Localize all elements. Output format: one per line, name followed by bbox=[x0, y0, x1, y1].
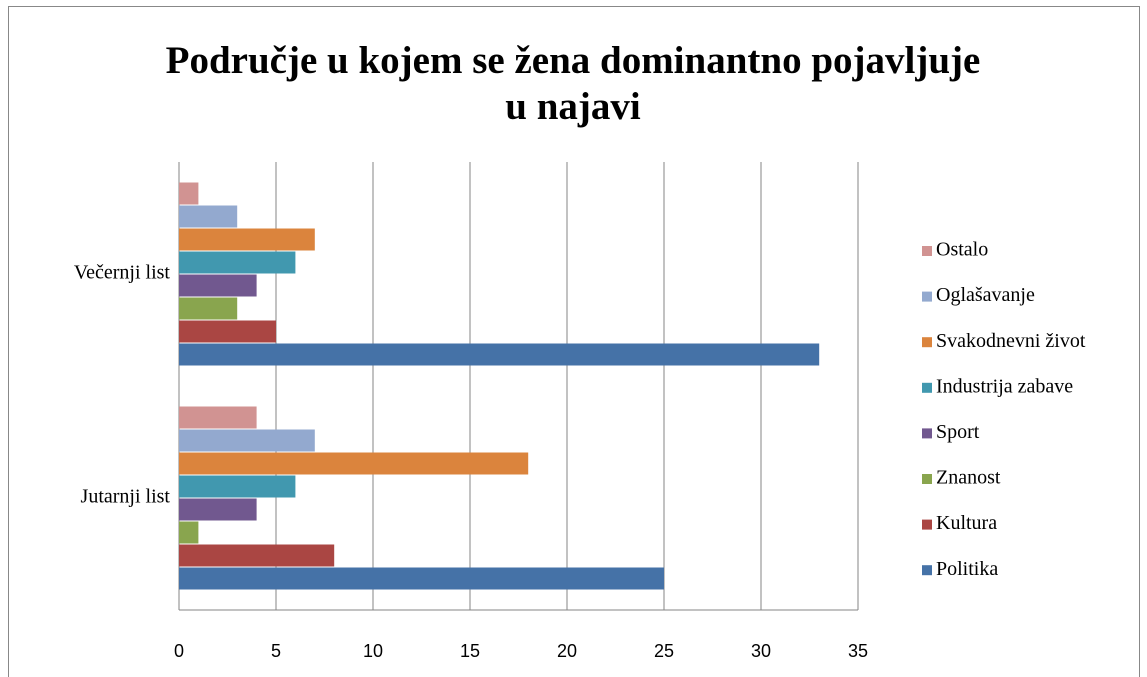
bar bbox=[179, 544, 335, 567]
legend-label: Industrija zabave bbox=[936, 375, 1073, 397]
legend-swatch bbox=[922, 474, 932, 484]
bar bbox=[179, 182, 199, 205]
bar bbox=[179, 498, 257, 521]
bar bbox=[179, 228, 315, 251]
bar bbox=[179, 429, 315, 452]
bar bbox=[179, 297, 238, 320]
legend-label: Politika bbox=[936, 558, 998, 580]
y-tick-label: Jutarnji list bbox=[81, 486, 171, 508]
x-tick-label: 15 bbox=[460, 641, 480, 661]
bar bbox=[179, 320, 276, 343]
legend-label: Kultura bbox=[936, 512, 997, 534]
x-tick-label: 30 bbox=[751, 641, 771, 661]
legend-label: Oglašavanje bbox=[936, 284, 1035, 306]
bar bbox=[179, 251, 296, 274]
bar bbox=[179, 567, 664, 590]
legend-swatch bbox=[922, 428, 932, 439]
x-tick-label: 0 bbox=[174, 641, 184, 661]
bar bbox=[179, 343, 820, 366]
legend-label: Sport bbox=[936, 421, 980, 443]
x-tick-label: 5 bbox=[271, 641, 281, 661]
x-tick-label: 25 bbox=[654, 641, 674, 661]
bar bbox=[179, 475, 296, 498]
bar bbox=[179, 452, 529, 475]
chart-title: Područje u kojem se žena dominantno poja… bbox=[166, 39, 981, 82]
legend-swatch bbox=[922, 519, 932, 530]
bar bbox=[179, 521, 199, 544]
legend-swatch bbox=[922, 565, 932, 576]
x-tick-label: 20 bbox=[557, 641, 577, 661]
legend-label: Znanost bbox=[936, 467, 1001, 489]
legend-swatch bbox=[922, 291, 932, 302]
legend-label: Ostalo bbox=[936, 239, 988, 261]
y-tick-label: Večernji list bbox=[74, 262, 171, 284]
chart-title: u najavi bbox=[505, 85, 641, 128]
bar bbox=[179, 406, 257, 429]
legend-swatch bbox=[922, 337, 932, 348]
bar bbox=[179, 205, 238, 228]
legend-swatch bbox=[922, 382, 932, 393]
legend-swatch bbox=[922, 246, 932, 256]
legend-label: Svakodnevni život bbox=[936, 330, 1086, 352]
x-tick-label: 35 bbox=[848, 641, 868, 661]
bar bbox=[179, 274, 257, 297]
x-tick-label: 10 bbox=[363, 641, 383, 661]
